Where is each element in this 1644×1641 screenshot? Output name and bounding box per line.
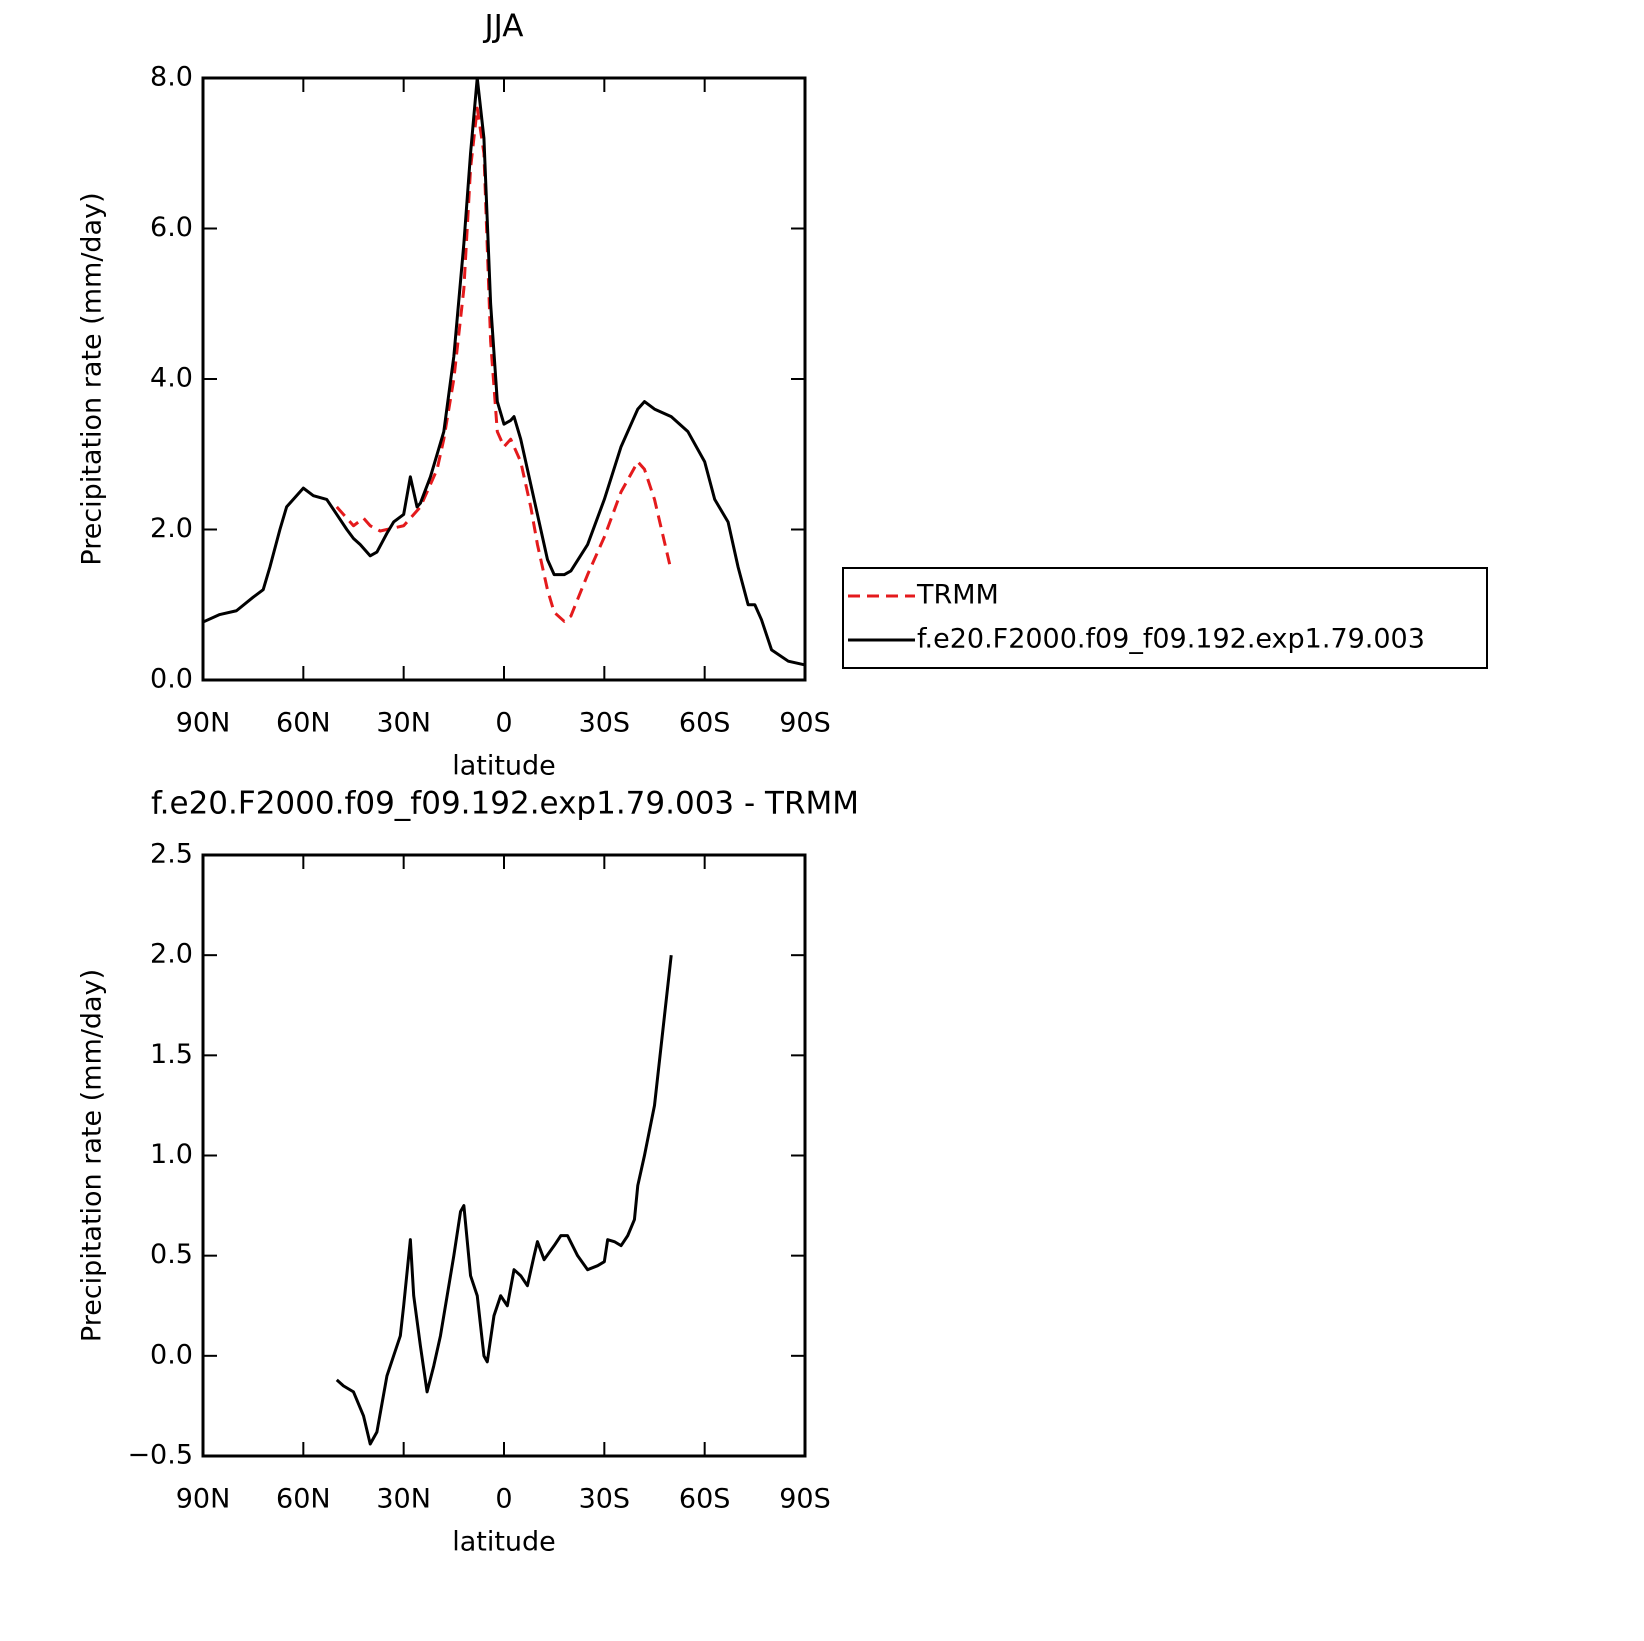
y-tick-label: 4.0 [150,363,193,394]
x-tick-label: 30N [376,1484,431,1515]
x-tick-label: 60N [276,1484,331,1515]
y-tick-label: 6.0 [150,212,193,243]
x-tick-label: 90N [176,1484,231,1515]
x-tick-label: 60N [276,708,331,739]
x-tick-label: 0 [495,708,512,739]
x-tick-label: 90S [779,1484,831,1515]
y-tick-label: 0.5 [150,1239,193,1270]
y-tick-label: 0.0 [150,664,193,695]
chart-title: JJA [483,9,524,45]
plot-frame [201,76,807,682]
y-tick-label: 2.5 [150,839,193,870]
x-axis-label: latitude [452,751,556,782]
legend-label: f.e20.F2000.f09_f09.192.exp1.79.003 [917,624,1425,655]
y-tick-label: 0.0 [150,1339,193,1370]
x-tick-label: 60S [679,708,731,739]
x-tick-label: 90N [176,708,231,739]
data-line [202,76,806,667]
x-axis-label: latitude [452,1527,556,1558]
x-tick-label: 30S [579,1484,631,1515]
y-tick-label: 1.0 [150,1139,193,1170]
y-tick-label: 1.5 [150,1039,193,1070]
data-line [335,106,673,623]
y-axis-label: Precipitation rate (mm/day) [77,969,108,1342]
y-tick-label: −0.5 [127,1440,193,1471]
y-tick-label: 2.0 [150,513,193,544]
plot-frame [201,853,807,1458]
x-tick-label: 90S [779,708,831,739]
x-tick-label: 30S [579,708,631,739]
legend-label: TRMM [916,580,999,611]
y-axis-label: Precipitation rate (mm/day) [77,192,108,565]
y-tick-label: 2.0 [150,939,193,970]
chart-title: f.e20.F2000.f09_f09.192.exp1.79.003 - TR… [151,786,859,822]
x-tick-label: 0 [495,1484,512,1515]
legend-box [842,567,1488,669]
x-tick-label: 60S [679,1484,731,1515]
x-tick-label: 30N [376,708,431,739]
data-line [335,955,673,1446]
y-tick-label: 8.0 [150,62,193,93]
